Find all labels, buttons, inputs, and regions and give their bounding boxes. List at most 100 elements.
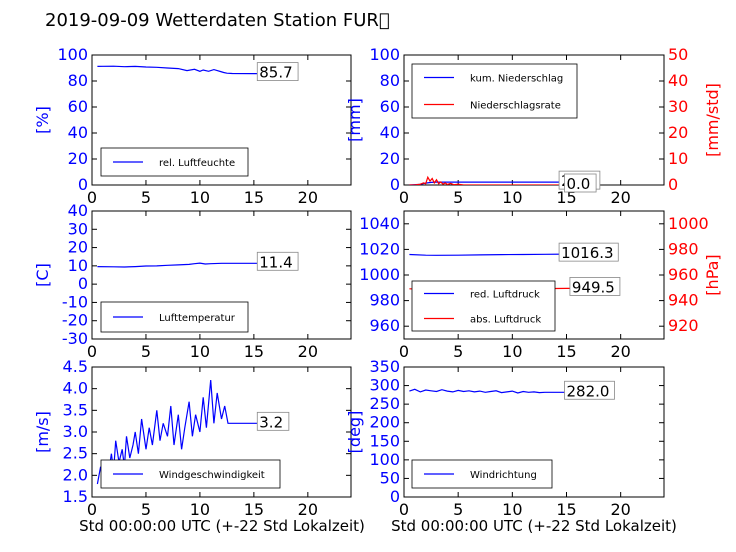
x-tick-label: 15	[556, 500, 576, 519]
annotation-text: 3.2	[259, 413, 283, 431]
x-axis-label-left: Std 00:00:00 UTC (+-22 Std Lokalzeit)	[79, 517, 365, 535]
legend-label: kum. Niederschlag	[470, 74, 563, 85]
y-tick-label: 150	[369, 431, 400, 450]
y-axis-label-right: [mm/std]	[703, 83, 722, 157]
y-tick-label: -30	[62, 329, 88, 348]
legend: Windgeschwindigkeit	[100, 459, 281, 489]
x-tick-label: 15	[556, 188, 576, 207]
plot-frame	[91, 54, 352, 186]
annotation-box	[256, 62, 299, 81]
x-tick-label: 10	[190, 188, 210, 207]
annotation-text: 0.0	[567, 175, 591, 193]
legend: red. Luftdruck abs. Luftdruck	[411, 280, 556, 332]
y-tick-label: 60	[380, 97, 400, 116]
y-tick-label-right: 20	[668, 123, 688, 142]
y-tick-label-right: 50	[668, 45, 688, 64]
series-line-1	[409, 388, 596, 394]
y-tick-label-right: 1000	[668, 214, 709, 233]
annotation-box	[564, 173, 597, 193]
y-tick-label: -20	[62, 311, 88, 330]
plot-frame	[91, 210, 352, 340]
y-tick-label: 100	[369, 450, 400, 469]
x-tick-label: 10	[190, 500, 210, 519]
y-tick-label: 50	[380, 468, 400, 487]
y-tick-label: 350	[369, 357, 400, 376]
chart-panel-3: 0 5 10 15 20-30-20-10010203040[C]Lufttempera…	[33, 201, 352, 361]
y-tick-label: 1020	[359, 239, 400, 258]
y-tick-label: 40	[380, 123, 400, 142]
legend: rel. Luftfeuchte	[100, 147, 249, 177]
chart-panel-1: 0 5 10 15 20 0 20 40 60 80 100 [%] rel. Luftfeuchte 8…	[33, 45, 352, 207]
x-tick-label: 5	[141, 342, 151, 361]
annotation-text: 85.7	[259, 64, 292, 82]
y-axis-label: [%]	[33, 106, 52, 134]
x-tick-label: 15	[244, 500, 264, 519]
value-annotation: 282.0	[564, 380, 615, 400]
value-annotation: 11.4	[256, 251, 299, 271]
x-tick-label: 20	[610, 342, 630, 361]
y-axis-label: [m/s]	[33, 411, 52, 453]
y-tick-label-right: 40	[668, 71, 688, 90]
value-annotation: 3.2	[256, 411, 290, 431]
series-line-1	[409, 253, 596, 256]
series-line-1	[97, 65, 283, 75]
y-tick-label: 80	[68, 71, 88, 90]
x-tick-label: 0	[87, 500, 97, 519]
legend-label: Niederschlagsrate	[470, 101, 561, 112]
y-tick-label-right: 0	[668, 175, 678, 194]
figure-title: 2019-09-09 Wetterdaten Station FUR 	[45, 10, 390, 31]
y-tick-label: 100	[369, 45, 400, 64]
y-tick-label: 2.5	[63, 444, 88, 463]
y-tick-label: 300	[369, 376, 400, 395]
y-tick-label: 3.0	[63, 422, 88, 441]
y-tick-label: 200	[369, 413, 400, 432]
x-tick-label: 10	[502, 342, 522, 361]
y-tick-label-right: 920	[668, 316, 699, 335]
annotation-text: 282.0	[567, 382, 610, 400]
y-tick-label: -10	[62, 292, 88, 311]
legend-label: Windrichtung	[470, 470, 537, 481]
x-tick-label: 15	[244, 342, 264, 361]
x-tick-label: 0	[87, 188, 97, 207]
y-tick-label: 1040	[359, 214, 400, 233]
x-tick-label: 20	[610, 188, 630, 207]
legend-box	[411, 63, 578, 119]
y-tick-label: 20	[68, 238, 88, 257]
x-tick-label: 15	[556, 342, 576, 361]
y-axis-label: [C]	[33, 263, 52, 287]
value-annotation: 1016.3	[558, 242, 619, 262]
y-tick-label: 1.5	[63, 487, 88, 506]
legend: Windrichtung	[411, 459, 553, 489]
x-tick-label: 10	[502, 500, 522, 519]
legend-label: Lufttemperatur	[159, 313, 236, 324]
x-tick-label: 5	[453, 500, 463, 519]
y-tick-label: 40	[68, 123, 88, 142]
chart-panel-4: 0 5 10 15 20 960 980 1000 1020 1040 920 940 960 980 10…	[359, 210, 722, 361]
y-tick-label: 0	[78, 175, 88, 194]
x-tick-label: 5	[141, 188, 151, 207]
plot-frame	[403, 366, 665, 498]
legend: Lufttemperatur	[100, 301, 249, 333]
annotation-text: 11.4	[259, 253, 292, 271]
y-tick-label: 0	[390, 175, 400, 194]
y-tick-label: 60	[68, 97, 88, 116]
legend-box	[411, 280, 556, 332]
x-tick-label: 5	[453, 188, 463, 207]
y-tick-label: 980	[369, 291, 400, 310]
y-tick-label: 40	[68, 201, 88, 220]
x-axis-label-right: Std 00:00:00 UTC (+-22 Std Lokalzeit)	[391, 517, 677, 535]
annotation-box	[564, 380, 615, 400]
y-tick-label-right: 30	[668, 97, 688, 116]
y-tick-label: 3.5	[63, 400, 88, 419]
annotation-text: 1016.3	[561, 244, 614, 262]
x-tick-label: 0	[399, 500, 409, 519]
x-tick-label: 0	[399, 342, 409, 361]
y-tick-label: 250	[369, 394, 400, 413]
x-tick-label: 20	[298, 188, 318, 207]
annotation-box	[256, 411, 290, 431]
x-tick-label: 10	[502, 188, 522, 207]
y-tick-label: 100	[57, 45, 88, 64]
annotation-box	[558, 242, 619, 262]
y-tick-label: 20	[68, 149, 88, 168]
